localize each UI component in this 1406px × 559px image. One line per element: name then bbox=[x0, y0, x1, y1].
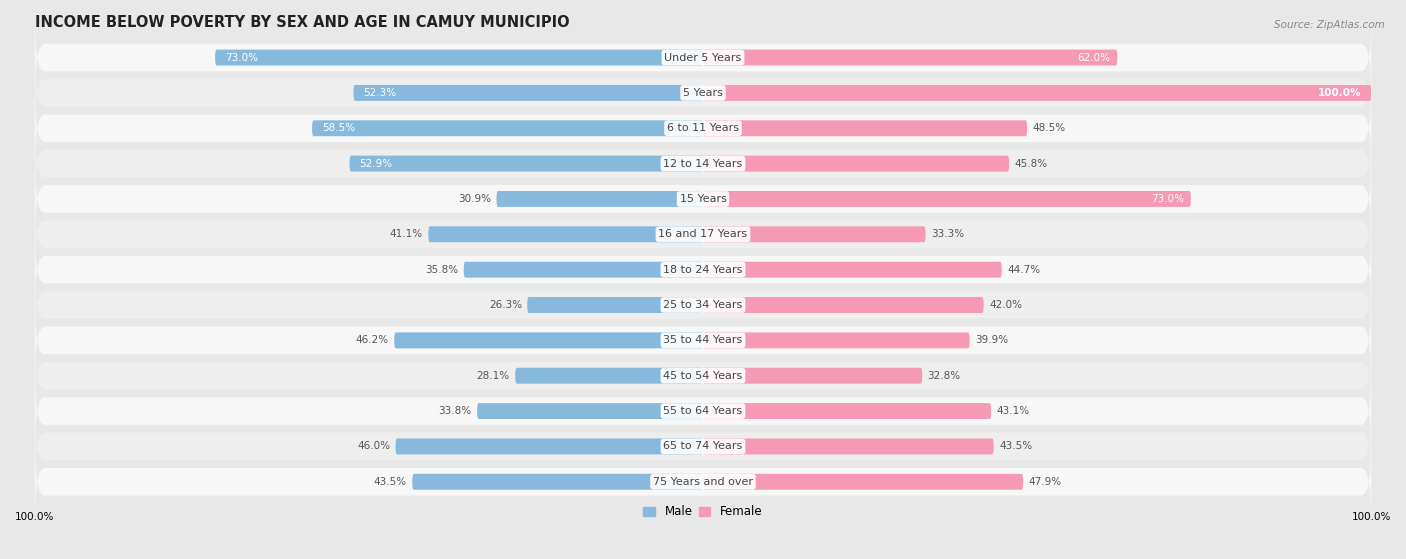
Text: 41.1%: 41.1% bbox=[389, 229, 423, 239]
FancyBboxPatch shape bbox=[35, 337, 1371, 415]
Text: 43.1%: 43.1% bbox=[997, 406, 1029, 416]
Text: 32.8%: 32.8% bbox=[928, 371, 960, 381]
FancyBboxPatch shape bbox=[35, 160, 1371, 238]
Text: 62.0%: 62.0% bbox=[1077, 53, 1111, 63]
Text: 35.8%: 35.8% bbox=[425, 264, 458, 274]
Text: Source: ZipAtlas.com: Source: ZipAtlas.com bbox=[1274, 20, 1385, 30]
Text: 52.9%: 52.9% bbox=[360, 159, 392, 169]
FancyBboxPatch shape bbox=[350, 155, 703, 172]
FancyBboxPatch shape bbox=[353, 85, 703, 101]
FancyBboxPatch shape bbox=[35, 266, 1371, 344]
Text: 45.8%: 45.8% bbox=[1015, 159, 1047, 169]
FancyBboxPatch shape bbox=[394, 333, 703, 348]
Text: 28.1%: 28.1% bbox=[477, 371, 510, 381]
FancyBboxPatch shape bbox=[477, 403, 703, 419]
Text: 33.3%: 33.3% bbox=[931, 229, 965, 239]
FancyBboxPatch shape bbox=[35, 230, 1371, 309]
Text: 33.8%: 33.8% bbox=[439, 406, 472, 416]
FancyBboxPatch shape bbox=[703, 438, 994, 454]
FancyBboxPatch shape bbox=[35, 443, 1371, 521]
Text: INCOME BELOW POVERTY BY SEX AND AGE IN CAMUY MUNICIPIO: INCOME BELOW POVERTY BY SEX AND AGE IN C… bbox=[35, 15, 569, 30]
Text: 43.5%: 43.5% bbox=[1000, 442, 1032, 452]
FancyBboxPatch shape bbox=[703, 50, 1118, 65]
FancyBboxPatch shape bbox=[35, 407, 1371, 486]
Text: 100.0%: 100.0% bbox=[1317, 88, 1361, 98]
FancyBboxPatch shape bbox=[312, 120, 703, 136]
FancyBboxPatch shape bbox=[35, 372, 1371, 451]
Text: 26.3%: 26.3% bbox=[489, 300, 522, 310]
Text: 45 to 54 Years: 45 to 54 Years bbox=[664, 371, 742, 381]
FancyBboxPatch shape bbox=[395, 438, 703, 454]
Text: 39.9%: 39.9% bbox=[974, 335, 1008, 345]
FancyBboxPatch shape bbox=[35, 54, 1371, 132]
FancyBboxPatch shape bbox=[703, 226, 925, 242]
Text: 48.5%: 48.5% bbox=[1032, 123, 1066, 133]
Text: 16 and 17 Years: 16 and 17 Years bbox=[658, 229, 748, 239]
FancyBboxPatch shape bbox=[35, 301, 1371, 380]
Text: 43.5%: 43.5% bbox=[374, 477, 406, 487]
FancyBboxPatch shape bbox=[703, 333, 970, 348]
Text: 15 Years: 15 Years bbox=[679, 194, 727, 204]
Text: 52.3%: 52.3% bbox=[364, 88, 396, 98]
Text: 46.0%: 46.0% bbox=[357, 442, 391, 452]
FancyBboxPatch shape bbox=[703, 85, 1371, 101]
FancyBboxPatch shape bbox=[527, 297, 703, 313]
Text: 65 to 74 Years: 65 to 74 Years bbox=[664, 442, 742, 452]
Text: 55 to 64 Years: 55 to 64 Years bbox=[664, 406, 742, 416]
Text: 25 to 34 Years: 25 to 34 Years bbox=[664, 300, 742, 310]
Text: 35 to 44 Years: 35 to 44 Years bbox=[664, 335, 742, 345]
FancyBboxPatch shape bbox=[703, 297, 984, 313]
FancyBboxPatch shape bbox=[35, 124, 1371, 203]
Text: 42.0%: 42.0% bbox=[988, 300, 1022, 310]
FancyBboxPatch shape bbox=[515, 368, 703, 383]
Text: 75 Years and over: 75 Years and over bbox=[652, 477, 754, 487]
Text: 73.0%: 73.0% bbox=[1152, 194, 1184, 204]
FancyBboxPatch shape bbox=[464, 262, 703, 278]
FancyBboxPatch shape bbox=[703, 368, 922, 383]
FancyBboxPatch shape bbox=[215, 50, 703, 65]
FancyBboxPatch shape bbox=[703, 474, 1024, 490]
FancyBboxPatch shape bbox=[703, 191, 1191, 207]
Text: 5 Years: 5 Years bbox=[683, 88, 723, 98]
Text: 44.7%: 44.7% bbox=[1007, 264, 1040, 274]
FancyBboxPatch shape bbox=[412, 474, 703, 490]
FancyBboxPatch shape bbox=[703, 262, 1001, 278]
Text: 6 to 11 Years: 6 to 11 Years bbox=[666, 123, 740, 133]
Text: Under 5 Years: Under 5 Years bbox=[665, 53, 741, 63]
Text: 46.2%: 46.2% bbox=[356, 335, 389, 345]
Text: 18 to 24 Years: 18 to 24 Years bbox=[664, 264, 742, 274]
FancyBboxPatch shape bbox=[496, 191, 703, 207]
Text: 73.0%: 73.0% bbox=[225, 53, 259, 63]
FancyBboxPatch shape bbox=[35, 89, 1371, 168]
Text: 30.9%: 30.9% bbox=[458, 194, 491, 204]
FancyBboxPatch shape bbox=[703, 120, 1028, 136]
FancyBboxPatch shape bbox=[703, 403, 991, 419]
Text: 12 to 14 Years: 12 to 14 Years bbox=[664, 159, 742, 169]
FancyBboxPatch shape bbox=[35, 18, 1371, 97]
Legend: Male, Female: Male, Female bbox=[638, 501, 768, 523]
FancyBboxPatch shape bbox=[703, 155, 1010, 172]
Text: 58.5%: 58.5% bbox=[322, 123, 356, 133]
Text: 47.9%: 47.9% bbox=[1028, 477, 1062, 487]
FancyBboxPatch shape bbox=[35, 195, 1371, 273]
FancyBboxPatch shape bbox=[429, 226, 703, 242]
